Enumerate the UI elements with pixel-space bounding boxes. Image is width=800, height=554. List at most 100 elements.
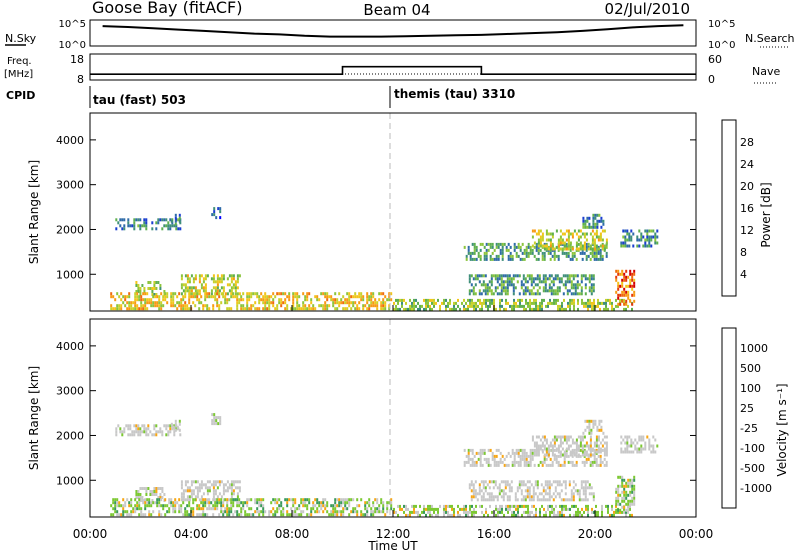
echo-cell [582, 216, 585, 220]
echo-cell [388, 292, 391, 296]
echo-cell [470, 283, 473, 287]
echo-cell [487, 304, 489, 308]
echo-cell [541, 444, 544, 448]
echo-cell [642, 435, 645, 439]
echo-cell [585, 254, 588, 258]
echo-cell [558, 495, 561, 499]
echo-cell [479, 254, 482, 258]
echo-cell [206, 307, 209, 311]
echo-cell [525, 457, 528, 461]
noise-sky-line [102, 24, 684, 38]
echo-cell [276, 307, 279, 311]
echo-cell [622, 244, 625, 248]
echo-cell [190, 507, 193, 511]
echo-cell [624, 244, 627, 248]
echo-cell [328, 513, 331, 517]
echo-cell [483, 257, 486, 261]
echo-cell [234, 292, 237, 296]
echo-cell [497, 463, 500, 467]
echo-cell [256, 292, 259, 296]
echo-cell [500, 274, 503, 278]
echo-cell [547, 450, 550, 454]
echo-cell [500, 277, 503, 281]
echo-cell [219, 216, 222, 220]
echo-cell [501, 254, 504, 258]
echo-cell [507, 254, 510, 258]
echo-cell [121, 218, 124, 222]
echo-cell [541, 298, 543, 302]
colorbar-tick-label: 4 [740, 268, 747, 281]
echo-cell [570, 280, 573, 284]
echo-cell [115, 227, 118, 231]
echo-cell [114, 510, 117, 514]
echo-cell [499, 248, 502, 252]
echo-cell [114, 507, 117, 511]
echo-cell [242, 298, 245, 302]
echo-cell [510, 480, 513, 484]
echo-cell [574, 289, 577, 293]
echo-cell [372, 292, 375, 296]
echo-cell [544, 480, 547, 484]
echo-cell [236, 498, 239, 502]
echo-cell [326, 295, 329, 299]
echo-cell [134, 304, 137, 308]
echo-cell [158, 501, 161, 505]
echo-cell [565, 454, 568, 458]
echo-cell [471, 510, 473, 514]
echo-cell [491, 245, 494, 249]
echo-cell [372, 501, 375, 505]
echo-cell [630, 441, 633, 445]
echo-cell [556, 277, 559, 281]
echo-cell [146, 301, 149, 305]
echo-cell [192, 292, 195, 296]
echo-cell [497, 460, 500, 464]
echo-cell [507, 451, 510, 455]
echo-cell [521, 298, 523, 302]
echo-cell [619, 475, 622, 479]
echo-cell [575, 244, 578, 248]
echo-cell [486, 498, 489, 502]
echo-cell [481, 448, 484, 452]
echo-cell [634, 444, 637, 448]
echo-cell [482, 495, 485, 499]
echo-cell [397, 301, 399, 305]
echo-cell [374, 304, 377, 308]
echo-cell [306, 292, 309, 296]
echo-cell [282, 507, 285, 511]
echo-cell [433, 298, 435, 302]
echo-cell [376, 498, 379, 502]
noise-sky-label: N.Sky [5, 32, 37, 45]
echo-cell [545, 453, 548, 457]
echo-cell [584, 219, 587, 223]
echo-cell [155, 281, 158, 284]
echo-cell [573, 304, 575, 308]
echo-cell [298, 507, 301, 511]
echo-cell [533, 504, 535, 508]
echo-cell [495, 513, 497, 517]
echo-cell [395, 307, 397, 311]
echo-cell [208, 292, 211, 296]
echo-cell [292, 307, 295, 311]
echo-cell [463, 463, 466, 467]
echo-cell [533, 448, 536, 452]
echo-cell [609, 301, 611, 305]
echo-cell [535, 444, 538, 448]
echo-cell [472, 292, 475, 296]
echo-cell [599, 450, 602, 454]
echo-cell [220, 510, 223, 514]
colorbar-frame [721, 119, 737, 297]
echo-cell [178, 213, 181, 217]
echo-cell [224, 483, 227, 487]
echo-cell [376, 304, 379, 308]
echo-cell [644, 238, 647, 242]
echo-cell [230, 274, 233, 278]
echo-cell [176, 295, 179, 299]
echo-cell [232, 492, 235, 496]
echo-cell [569, 301, 571, 305]
echo-cell [624, 441, 627, 445]
echo-cell [571, 245, 574, 249]
echo-cell [579, 247, 582, 251]
echo-cell [572, 292, 575, 296]
echo-cell [600, 225, 603, 229]
echo-cell [497, 448, 500, 452]
